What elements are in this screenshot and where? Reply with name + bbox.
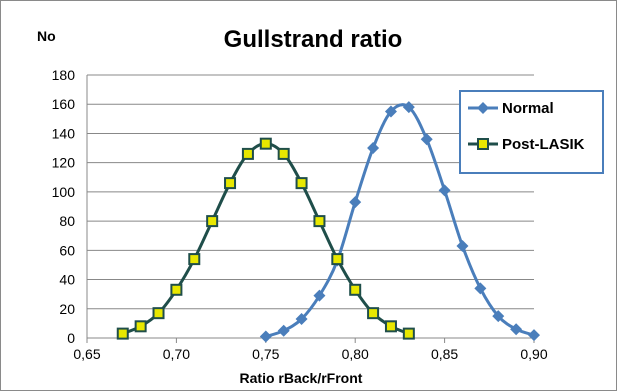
y-tick-label: 20 — [59, 301, 75, 317]
y-tick-label: 160 — [52, 96, 76, 112]
y-tick-label: 120 — [52, 155, 76, 171]
data-point — [259, 137, 272, 150]
legend-marker — [477, 138, 489, 150]
data-point — [277, 147, 290, 160]
data-point — [116, 327, 129, 340]
series-post-lasik — [116, 137, 415, 340]
y-tick-label: 60 — [59, 242, 75, 258]
series-line — [265, 103, 535, 338]
y-tick-label: 80 — [59, 213, 75, 229]
data-point — [206, 215, 219, 228]
y-tick-label: 40 — [59, 272, 75, 288]
data-point — [170, 283, 183, 296]
x-tick-label: 0,70 — [163, 346, 190, 362]
data-point — [349, 283, 362, 296]
data-point — [528, 329, 540, 342]
x-tick-label: 0,90 — [520, 346, 547, 362]
legend-label: Normal — [502, 100, 554, 117]
legend-marker — [477, 102, 489, 114]
legend: Normal Post-LASIK — [459, 90, 604, 174]
x-axis-label: Ratio rBack/rFront — [240, 370, 363, 386]
series-normal — [259, 101, 540, 343]
y-tick-label: 180 — [52, 67, 76, 83]
data-point — [492, 310, 505, 323]
y-tick-labels: 0 20 40 60 80 100 120 140 160 180 — [52, 67, 76, 346]
data-point — [259, 330, 272, 343]
data-point — [277, 324, 290, 337]
data-point — [295, 313, 308, 326]
data-point — [384, 320, 397, 333]
data-point — [438, 184, 451, 197]
x-tick-label: 0,80 — [342, 346, 369, 362]
series-group — [116, 101, 540, 343]
y-axis-label: No — [37, 28, 56, 44]
x-tick-label: 0,75 — [252, 346, 279, 362]
data-point — [367, 307, 380, 320]
y-tick-label: 0 — [67, 330, 75, 346]
y-tick-label: 140 — [52, 125, 76, 141]
data-point — [367, 142, 380, 155]
y-tick-label: 100 — [52, 184, 76, 200]
x-tick-labels: 0,65 0,70 0,75 0,80 0,85 0,90 — [73, 346, 547, 362]
data-point — [456, 239, 469, 252]
data-point — [313, 215, 326, 228]
data-point — [510, 323, 523, 336]
data-point — [384, 105, 397, 118]
data-point — [402, 327, 415, 340]
data-point — [474, 282, 487, 295]
legend-label: Post-LASIK — [502, 136, 585, 153]
data-point — [295, 177, 308, 190]
data-point — [241, 147, 254, 160]
data-point — [224, 177, 237, 190]
data-point — [402, 101, 415, 114]
legend-item: Normal — [468, 100, 554, 117]
data-point — [152, 307, 165, 320]
data-point — [331, 253, 344, 266]
x-tick-label: 0,85 — [431, 346, 458, 362]
grid-lines — [87, 74, 534, 310]
data-point — [188, 253, 201, 266]
data-point — [134, 320, 147, 333]
x-tick-label: 0,65 — [73, 346, 100, 362]
chart-title: Gullstrand ratio — [224, 26, 403, 53]
legend-item: Post-LASIK — [468, 136, 585, 153]
data-point — [349, 196, 362, 209]
data-point — [420, 133, 433, 146]
data-point — [313, 289, 326, 302]
